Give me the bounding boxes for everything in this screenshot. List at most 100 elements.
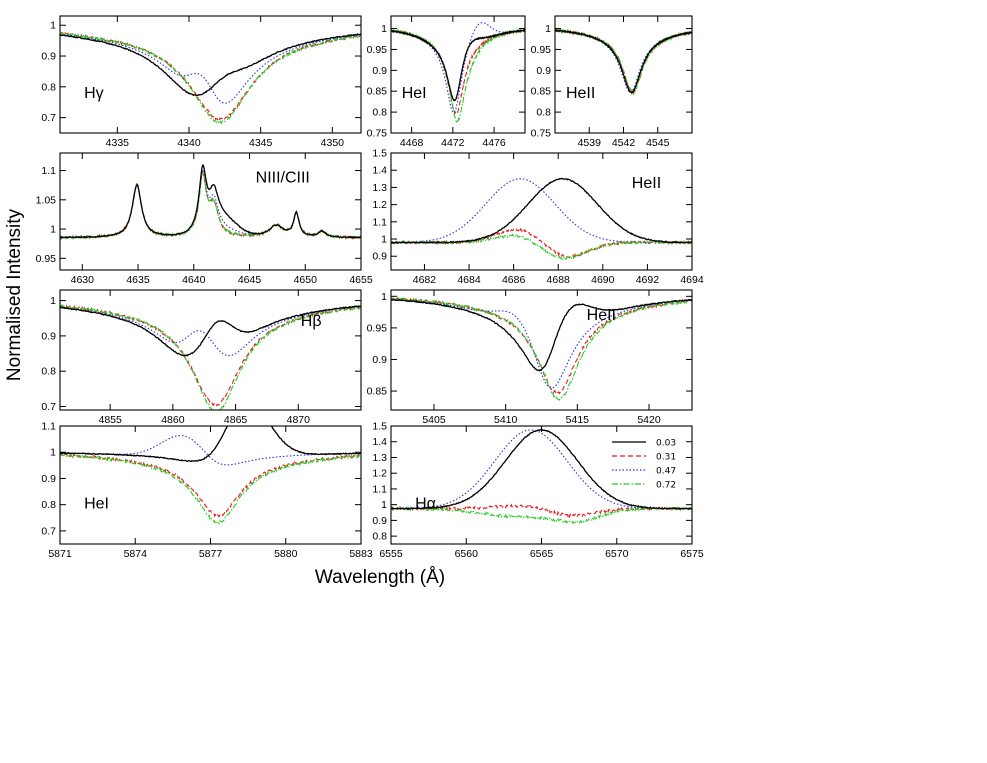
y-tick-label: 1.1 bbox=[41, 421, 56, 433]
y-tick-label: 0.7 bbox=[41, 401, 56, 413]
panel-frame bbox=[390, 152, 693, 271]
x-tick-label: 5405 bbox=[422, 414, 446, 426]
y-tick-label: 0.9 bbox=[41, 330, 56, 342]
x-tick-label: 4655 bbox=[349, 274, 373, 286]
series-group bbox=[391, 296, 692, 401]
panel-grid: 4335 4340 4345 4350 0.7 0.8 0.9 1 Hγ 4468 4472 4476… bbox=[36, 15, 704, 561]
x-tick-label: 5874 bbox=[124, 548, 148, 560]
x-tick-label: 4688 bbox=[547, 274, 571, 286]
y-tick-label: 1.05 bbox=[36, 194, 57, 206]
series-group bbox=[60, 304, 361, 410]
panel-frame bbox=[390, 15, 526, 134]
x-tick-label: 5415 bbox=[566, 414, 590, 426]
panel-label: Hγ bbox=[84, 85, 104, 102]
y-tick-label: 1 bbox=[50, 295, 56, 307]
y-tick-label: 0.8 bbox=[372, 531, 387, 543]
panel: 4335 4340 4345 4350 0.7 0.8 0.9 1 Hγ bbox=[41, 15, 362, 149]
x-tick-label: 4686 bbox=[502, 274, 526, 286]
y-tick-label: 1.1 bbox=[372, 216, 387, 228]
y-tick-label: 0.7 bbox=[41, 525, 56, 537]
panel: 4539 4542 4545 0.75 0.8 0.85 0.9 0.95 1 HeII bbox=[531, 15, 693, 149]
series-line-0.03 bbox=[60, 164, 361, 239]
series-group bbox=[60, 164, 361, 241]
y-tick-label: 1 bbox=[381, 499, 387, 511]
y-tick-label: 1.3 bbox=[372, 182, 387, 194]
y-tick-label: 0.8 bbox=[372, 107, 387, 119]
y-tick-label: 0.95 bbox=[367, 322, 388, 334]
panel-frame bbox=[59, 289, 362, 411]
panel: 4682 4684 4686 4688 4690 4692 4694 0.9 1 1.1 1.2 1.… bbox=[372, 148, 703, 287]
panel-frame bbox=[59, 425, 362, 545]
x-tick-label: 4539 bbox=[578, 137, 602, 149]
y-tick-label: 1 bbox=[50, 447, 56, 459]
y-tick-label: 0.9 bbox=[41, 51, 56, 63]
y-tick-label: 0.8 bbox=[41, 81, 56, 93]
series-line-0.72 bbox=[60, 172, 361, 241]
panel: 6555 6560 6565 6570 6575 0.8 0.9 1 1.1 1.2 1.3 1.4 1… bbox=[372, 421, 703, 561]
x-tick-label: 6560 bbox=[455, 548, 479, 560]
panel-label: HeII bbox=[632, 175, 661, 192]
y-tick-label: 0.9 bbox=[372, 251, 387, 263]
series-line-0.72 bbox=[60, 453, 361, 525]
series-line-0.47 bbox=[391, 298, 692, 389]
y-tick-label: 1 bbox=[381, 234, 387, 246]
y-tick-label: 1.3 bbox=[372, 452, 387, 464]
x-tick-label: 5883 bbox=[349, 548, 373, 560]
y-tick-label: 1.1 bbox=[41, 165, 56, 177]
panel-frame bbox=[59, 152, 362, 271]
series-line-0.03 bbox=[391, 428, 692, 510]
y-tick-label: 1.5 bbox=[372, 148, 387, 160]
x-tick-label: 5877 bbox=[199, 548, 223, 560]
y-tick-label: 0.95 bbox=[36, 253, 57, 265]
y-tick-label: 1 bbox=[50, 224, 56, 236]
x-tick-label: 4468 bbox=[400, 137, 424, 149]
series-line-0.47 bbox=[555, 30, 692, 94]
x-tick-label: 6575 bbox=[680, 548, 704, 560]
series-line-0.03 bbox=[60, 32, 361, 97]
panel-label: HeI bbox=[402, 85, 427, 102]
series-line-0.47 bbox=[391, 429, 692, 510]
y-tick-label: 0.75 bbox=[531, 128, 552, 140]
series-group bbox=[391, 177, 692, 261]
y-tick-label: 1.4 bbox=[372, 436, 387, 448]
x-tick-label: 4635 bbox=[126, 274, 150, 286]
y-tick-label: 0.9 bbox=[41, 473, 56, 485]
x-tick-label: 4865 bbox=[224, 414, 248, 426]
series-line-0.72 bbox=[60, 304, 361, 410]
y-tick-label: 1 bbox=[50, 20, 56, 32]
series-line-0.72 bbox=[391, 297, 692, 401]
panel-label: HeI bbox=[84, 496, 109, 513]
series-line-0.72 bbox=[391, 28, 525, 123]
series-line-0.03 bbox=[60, 426, 361, 463]
panel: 5405 5410 5415 5420 0.85 0.9 0.95 1 HeII bbox=[367, 289, 693, 426]
y-tick-label: 1 bbox=[545, 23, 551, 35]
panel-label: Hα bbox=[415, 496, 436, 513]
x-tick-label: 4684 bbox=[457, 274, 481, 286]
y-tick-label: 0.85 bbox=[531, 86, 552, 98]
series-line-0.31 bbox=[60, 169, 361, 241]
y-tick-label: 0.85 bbox=[367, 386, 388, 398]
x-tick-label: 4682 bbox=[413, 274, 437, 286]
panel: 4630 4635 4640 4645 4650 4655 0.95 1 1.05 1.1 NIII… bbox=[36, 152, 373, 286]
panel: 4468 4472 4476 0.75 0.8 0.85 0.9 0.95 1 HeI bbox=[367, 15, 526, 149]
y-tick-label: 0.75 bbox=[367, 128, 388, 140]
panel-frame bbox=[390, 425, 693, 545]
series-line-0.03 bbox=[391, 29, 525, 102]
legend-label: 0.31 bbox=[656, 453, 676, 463]
panel-frame bbox=[59, 15, 362, 134]
x-tick-label: 4692 bbox=[636, 274, 660, 286]
x-tick-label: 4340 bbox=[177, 137, 201, 149]
series-group bbox=[391, 22, 525, 123]
series-line-0.31 bbox=[391, 227, 692, 259]
y-tick-label: 0.9 bbox=[372, 515, 387, 527]
series-line-0.72 bbox=[391, 505, 692, 525]
y-tick-label: 1.2 bbox=[372, 199, 387, 211]
y-tick-label: 0.8 bbox=[41, 366, 56, 378]
x-tick-label: 4640 bbox=[182, 274, 206, 286]
x-tick-label: 4476 bbox=[482, 137, 506, 149]
x-tick-label: 6570 bbox=[605, 548, 629, 560]
x-tick-label: 4350 bbox=[321, 137, 345, 149]
panel-label: Hβ bbox=[301, 313, 322, 330]
x-tick-label: 4645 bbox=[238, 274, 262, 286]
